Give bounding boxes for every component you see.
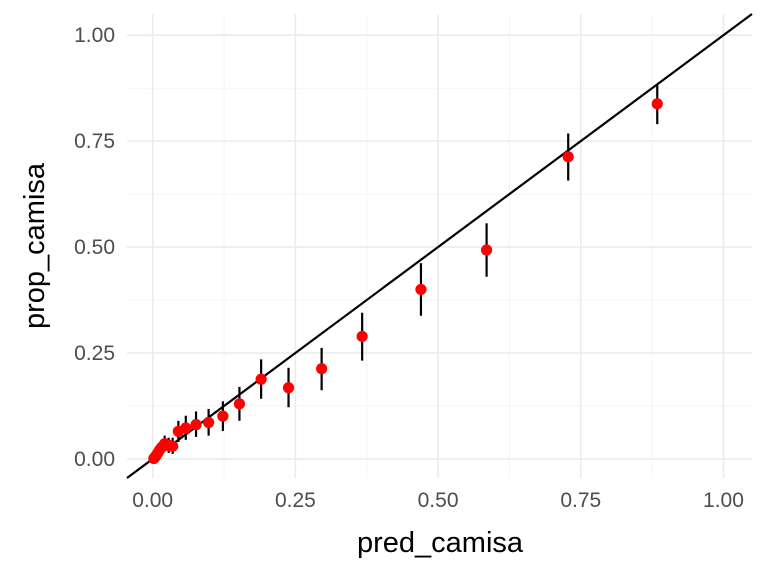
grid <box>127 14 752 478</box>
data-point <box>562 151 574 163</box>
data-point <box>356 330 368 343</box>
y-tick-label: 0.00 <box>74 448 115 471</box>
data-point <box>167 440 179 452</box>
data-point <box>255 373 267 385</box>
data-point <box>651 98 663 110</box>
y-tick-label: 1.00 <box>74 24 115 47</box>
x-tick-label: 1.00 <box>703 489 744 512</box>
y-tick-label: 0.75 <box>74 130 115 153</box>
data-point <box>480 244 493 256</box>
reference-line <box>126 13 753 479</box>
y-tick-label: 0.25 <box>74 342 115 365</box>
data-point <box>190 419 202 431</box>
data-point <box>233 398 246 410</box>
data-point <box>415 283 427 296</box>
y-axis-title: prop_camisa <box>19 162 51 329</box>
x-tick-label: 0.25 <box>275 489 316 512</box>
data-point <box>180 422 192 434</box>
tick-labels: 0.00 0.25 0.50 0.75 1.00 0.00 0.25 0.50 0.75 1.00 <box>74 24 744 512</box>
data-point <box>316 363 328 375</box>
y-tick-label: 0.50 <box>74 236 115 259</box>
x-tick-label: 0.00 <box>132 489 173 512</box>
data-point <box>282 382 295 394</box>
x-axis-title: pred_camisa <box>357 527 524 559</box>
x-tick-label: 0.75 <box>560 489 601 512</box>
points <box>148 98 663 465</box>
x-tick-label: 0.50 <box>418 489 459 512</box>
reference-line-group <box>126 13 753 479</box>
data-point <box>203 416 215 429</box>
data-point <box>217 410 229 422</box>
